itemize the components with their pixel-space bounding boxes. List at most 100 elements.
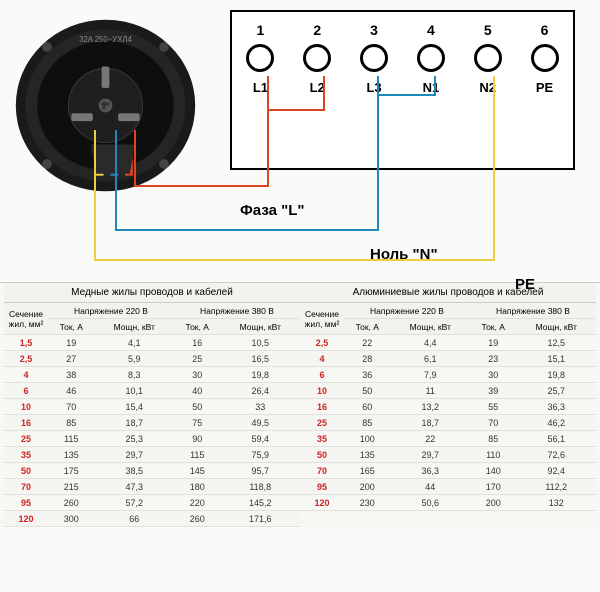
voltage-header: Напряжение 220 В xyxy=(48,303,174,319)
value-cell: 13,2 xyxy=(391,399,470,415)
value-cell: 50,6 xyxy=(391,495,470,511)
terminal-block: 1L12L23L34N15N26PE xyxy=(230,10,575,170)
terminal-label: N1 xyxy=(406,80,456,95)
table-row: 5013529,711072,6 xyxy=(300,447,596,463)
value-cell: 100 xyxy=(344,431,391,447)
sub-header: Мощн, кВт xyxy=(95,319,174,335)
terminal-L3: 3 L3 xyxy=(349,22,399,95)
section-header: Сечениежил, мм² xyxy=(4,303,48,335)
value-cell: 15,4 xyxy=(95,399,174,415)
voltage-header: Напряжение 380 В xyxy=(470,303,596,319)
terminal-number: 4 xyxy=(406,22,456,38)
value-cell: 5,9 xyxy=(95,351,174,367)
value-cell: 132 xyxy=(517,495,597,511)
section-cell: 6 xyxy=(4,383,48,399)
value-cell: 16 xyxy=(174,335,221,351)
table-row: 7016536,314092,4 xyxy=(300,463,596,479)
table-row: 12023050,6200132 xyxy=(300,495,596,511)
terminal-label: N2 xyxy=(463,80,513,95)
phase-L-label: Фаза "L" xyxy=(240,202,304,219)
value-cell: 60 xyxy=(344,399,391,415)
cable-tables: Медные жилы проводов и кабелей Сечениежи… xyxy=(0,282,600,527)
value-cell: 44 xyxy=(391,479,470,495)
sub-header: Мощн, кВт xyxy=(391,319,470,335)
value-cell: 25,3 xyxy=(95,431,174,447)
terminal-circle xyxy=(531,44,559,72)
value-cell: 36,3 xyxy=(517,399,597,415)
value-cell: 39 xyxy=(470,383,517,399)
value-cell: 4,1 xyxy=(95,335,174,351)
value-cell: 10,5 xyxy=(221,335,301,351)
section-cell: 2,5 xyxy=(300,335,344,351)
value-cell: 220 xyxy=(174,495,221,511)
value-cell: 200 xyxy=(344,479,391,495)
section-cell: 6 xyxy=(300,367,344,383)
terminal-circle xyxy=(417,44,445,72)
section-cell: 4 xyxy=(4,367,48,383)
value-cell: 115 xyxy=(174,447,221,463)
section-cell: 120 xyxy=(4,511,48,527)
section-cell: 1,5 xyxy=(4,335,48,351)
table-row: 166013,25536,3 xyxy=(300,399,596,415)
value-cell: 145 xyxy=(174,463,221,479)
terminal-label: L3 xyxy=(349,80,399,95)
value-cell: 19 xyxy=(48,335,95,351)
value-cell: 19,8 xyxy=(221,367,301,383)
value-cell: 90 xyxy=(174,431,221,447)
value-cell: 7,9 xyxy=(391,367,470,383)
value-cell: 75,9 xyxy=(221,447,301,463)
section-cell: 95 xyxy=(4,495,48,511)
terminal-L2: 2L2 xyxy=(292,22,342,95)
value-cell: 23 xyxy=(470,351,517,367)
value-cell: 30 xyxy=(470,367,517,383)
value-cell: 29,7 xyxy=(95,447,174,463)
table-row: 2,5224,41912,5 xyxy=(300,335,596,351)
sub-header: Ток, А xyxy=(48,319,95,335)
terminal-label: L2 xyxy=(292,80,342,95)
value-cell: 8,3 xyxy=(95,367,174,383)
terminal-number: 1 xyxy=(235,22,285,38)
value-cell: 170 xyxy=(470,479,517,495)
phase-PE-label: PE xyxy=(515,276,535,293)
aluminum-table: Алюминиевые жилы проводов и кабелей Сече… xyxy=(300,283,596,527)
table-row: 1050113925,7 xyxy=(300,383,596,399)
value-cell: 95,7 xyxy=(221,463,301,479)
value-cell: 110 xyxy=(470,447,517,463)
section-cell: 10 xyxy=(4,399,48,415)
value-cell: 72,6 xyxy=(517,447,597,463)
value-cell: 47,3 xyxy=(95,479,174,495)
value-cell: 215 xyxy=(48,479,95,495)
terminal-number: 3 xyxy=(349,22,399,38)
sub-header: Ток, А xyxy=(174,319,221,335)
value-cell: 46 xyxy=(48,383,95,399)
value-cell: 140 xyxy=(470,463,517,479)
table-row: 4388,33019,8 xyxy=(4,367,300,383)
section-cell: 50 xyxy=(4,463,48,479)
value-cell: 50 xyxy=(174,399,221,415)
value-cell: 66 xyxy=(95,511,174,527)
table-row: 2511525,39059,4 xyxy=(4,431,300,447)
table-row: 3513529,711575,9 xyxy=(4,447,300,463)
value-cell: 56,1 xyxy=(517,431,597,447)
value-cell: 36,3 xyxy=(391,463,470,479)
value-cell: 171,6 xyxy=(221,511,301,527)
aluminum-title: Алюминиевые жилы проводов и кабелей xyxy=(300,283,596,303)
section-cell: 70 xyxy=(4,479,48,495)
value-cell: 19 xyxy=(470,335,517,351)
value-cell: 38,5 xyxy=(95,463,174,479)
value-cell: 57,2 xyxy=(95,495,174,511)
table-row: 107015,45033 xyxy=(4,399,300,415)
section-cell: 16 xyxy=(300,399,344,415)
plug-image: 32A 250~УХЛ4 xyxy=(8,8,203,203)
value-cell: 49,5 xyxy=(221,415,301,431)
section-cell: 10 xyxy=(300,383,344,399)
terminal-N2: 5N2 xyxy=(463,22,513,95)
value-cell: 11 xyxy=(391,383,470,399)
value-cell: 115 xyxy=(48,431,95,447)
section-cell: 120 xyxy=(300,495,344,511)
table-row: 9526057,2220145,2 xyxy=(4,495,300,511)
table-row: 1,5194,11610,5 xyxy=(4,335,300,351)
value-cell: 135 xyxy=(48,447,95,463)
table-row: 168518,77549,5 xyxy=(4,415,300,431)
value-cell: 27 xyxy=(48,351,95,367)
